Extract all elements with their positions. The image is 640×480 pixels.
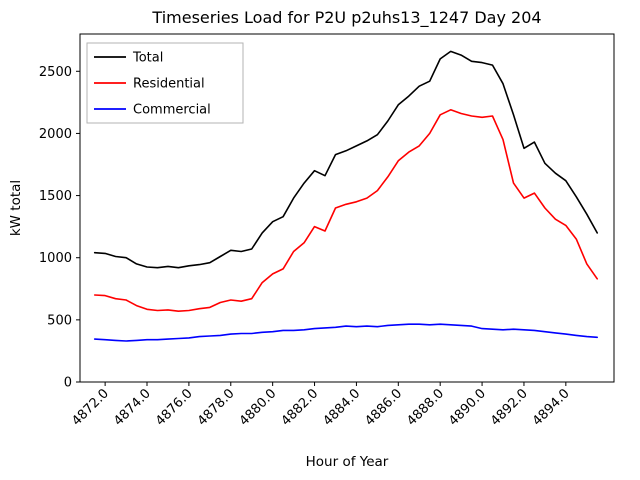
x-tick-label: 4884.0	[320, 386, 363, 429]
x-tick-label: 4890.0	[446, 386, 489, 429]
y-tick-label: 2500	[39, 65, 72, 80]
y-tick-label: 1000	[39, 251, 72, 266]
x-tick-label: 4892.0	[488, 386, 531, 429]
y-axis-label: kW total	[8, 180, 24, 236]
x-tick-label: 4880.0	[237, 386, 280, 429]
x-tick-label: 4872.0	[69, 386, 112, 429]
x-tick-label: 4876.0	[153, 386, 196, 429]
plot-frame	[79, 33, 615, 383]
x-tick-label: 4888.0	[404, 386, 447, 429]
series-line-total	[93, 50, 599, 269]
legend-label-total: Total	[132, 51, 163, 66]
x-axis-label: Hour of Year	[306, 454, 389, 470]
series-line-residential	[93, 109, 599, 313]
x-tick-label: 4878.0	[195, 386, 238, 429]
chart-title: Timeseries Load for P2U p2uhs13_1247 Day…	[151, 8, 541, 28]
legend-label-commercial: Commercial	[133, 103, 211, 118]
x-tick-label: 4894.0	[530, 386, 573, 429]
x-tick-label: 4874.0	[111, 386, 154, 429]
y-tick-label: 1500	[39, 189, 72, 204]
x-tick-label: 4882.0	[279, 386, 322, 429]
y-tick-label: 2000	[39, 127, 72, 142]
y-tick-label: 500	[47, 313, 72, 328]
legend-label-residential: Residential	[133, 77, 205, 92]
x-tick-label: 4886.0	[362, 386, 405, 429]
series-line-commercial	[93, 323, 599, 342]
y-tick-label: 0	[64, 376, 72, 391]
